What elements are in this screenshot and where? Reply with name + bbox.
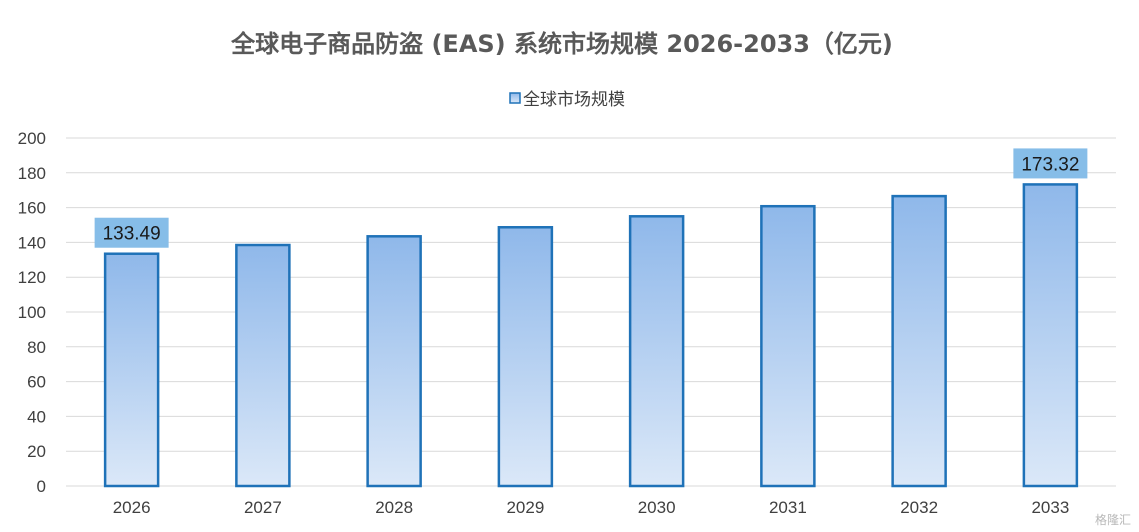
bar (103, 252, 160, 488)
legend-label: 全球市场规模 (523, 90, 625, 110)
y-tick-label: 60 (27, 373, 46, 392)
y-tick-label: 120 (18, 268, 46, 287)
y-tick-label: 20 (27, 442, 46, 461)
bar (760, 204, 816, 488)
y-tick-label: 160 (18, 199, 46, 218)
y-axis-ticks: 0 20 40 60 80 100 120 140 160 180 200 (18, 129, 46, 496)
watermark: 格隆汇 (1094, 513, 1131, 527)
data-label: 133.49 (103, 224, 161, 245)
data-labels: 133.49 173.32 (94, 148, 1088, 248)
chart-title: 全球电子商品防盗 (EAS) 系统市场规模 2026-2033（亿元) (230, 30, 893, 58)
bar (628, 215, 685, 488)
bar (497, 226, 554, 488)
x-axis-ticks: 2026 2027 2028 2029 2030 2031 2032 2033 (113, 498, 1070, 517)
legend: 全球市场规模 (509, 90, 625, 110)
bar (891, 194, 947, 488)
x-tick-label: 2033 (1031, 498, 1069, 517)
y-tick-label: 100 (18, 303, 46, 322)
x-tick-label: 2030 (638, 498, 676, 517)
x-tick-label: 2032 (900, 498, 938, 517)
x-tick-label: 2028 (375, 498, 413, 517)
x-tick-label: 2027 (244, 498, 282, 517)
data-label-box (1013, 148, 1088, 179)
data-label-box (94, 217, 169, 248)
legend-swatch (509, 92, 521, 104)
y-tick-label: 40 (27, 407, 46, 426)
x-tick-label: 2029 (506, 498, 544, 517)
bars (103, 183, 1079, 488)
y-tick-label: 180 (18, 164, 46, 183)
bar (1022, 183, 1079, 488)
y-tick-label: 80 (27, 338, 46, 357)
bar (366, 235, 422, 488)
gridlines (66, 137, 1116, 487)
y-tick-label: 140 (18, 233, 46, 252)
y-tick-label: 200 (18, 129, 46, 148)
y-tick-label: 0 (37, 477, 46, 496)
x-tick-label: 2026 (113, 498, 151, 517)
data-label: 173.32 (1021, 154, 1079, 175)
x-tick-label: 2031 (769, 498, 807, 517)
bar (235, 243, 291, 488)
